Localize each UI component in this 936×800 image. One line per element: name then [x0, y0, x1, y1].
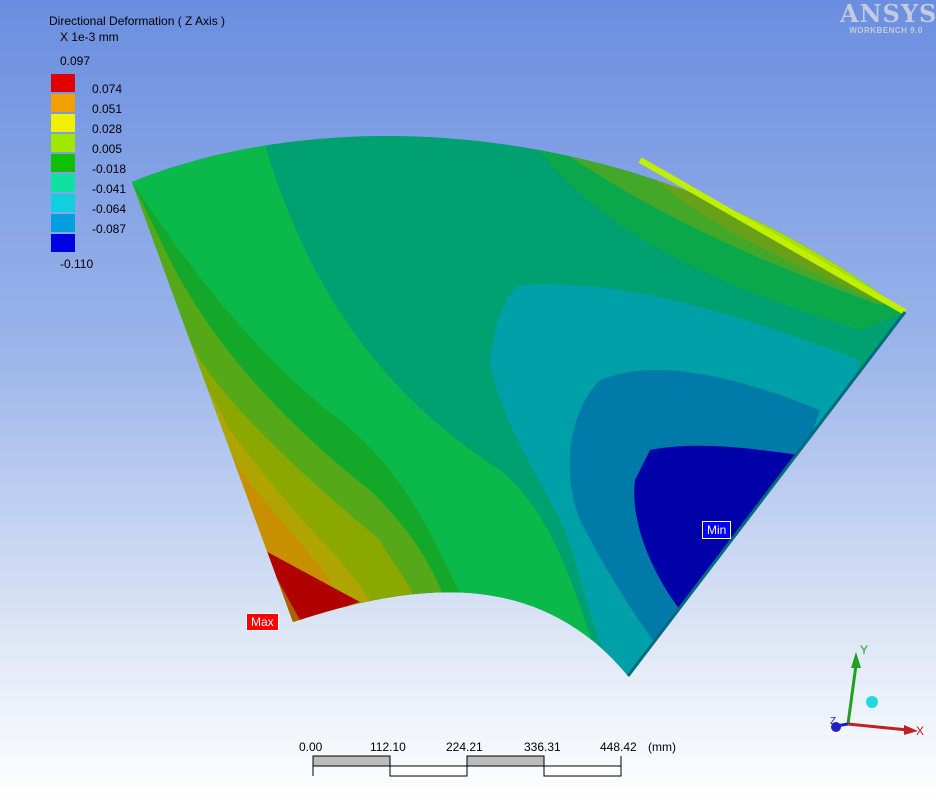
- legend-swatch: [51, 234, 75, 252]
- max-probe-tag[interactable]: Max: [246, 613, 279, 631]
- legend-swatch: [51, 214, 75, 232]
- triad-y-label: Y: [860, 643, 869, 657]
- scale-tick-label: 112.10: [370, 740, 406, 754]
- legend-level: 0.051: [92, 102, 123, 116]
- legend-swatch: [51, 134, 75, 152]
- legend-swatch: [51, 94, 75, 112]
- legend-units: X 1e-3 mm: [60, 30, 119, 44]
- logo-subtext: WORKBENCH 9.0: [849, 26, 923, 35]
- scale-unit: (mm): [648, 740, 676, 754]
- legend-swatch: [51, 174, 75, 192]
- legend-level: 0.005: [92, 142, 123, 156]
- legend-level: 0.028: [92, 122, 123, 136]
- legend-level: -0.018: [92, 162, 127, 176]
- min-probe-tag[interactable]: Min: [702, 521, 732, 539]
- legend-swatch: [51, 74, 75, 92]
- legend-swatch: [51, 114, 75, 132]
- legend-swatch: [51, 154, 75, 172]
- scale-tick-label: 0.00: [299, 740, 323, 754]
- scale-tick-label: 224.21: [446, 740, 483, 754]
- legend-level: 0.074: [92, 82, 123, 96]
- triad-z-label: Z: [830, 716, 837, 727]
- model-edge: [626, 311, 907, 677]
- legend-swatch: [51, 194, 75, 212]
- triad-x-label: X: [916, 724, 925, 738]
- scale-tick-label: 336.31: [524, 740, 561, 754]
- legend-title: Directional Deformation ( Z Axis ): [49, 14, 226, 28]
- logo-text: ANSYS: [840, 0, 936, 28]
- legend-level: -0.087: [92, 222, 127, 236]
- legend-min-value: -0.110: [60, 257, 94, 271]
- legend-max-value: 0.097: [60, 54, 91, 68]
- scale-tick-label: 448.42: [600, 740, 637, 754]
- legend-level: -0.064: [92, 202, 127, 216]
- legend-level: -0.041: [92, 182, 127, 196]
- model-edge: [638, 157, 907, 315]
- ansys-logo: ANSYS WORKBENCH 9.0: [840, 0, 936, 36]
